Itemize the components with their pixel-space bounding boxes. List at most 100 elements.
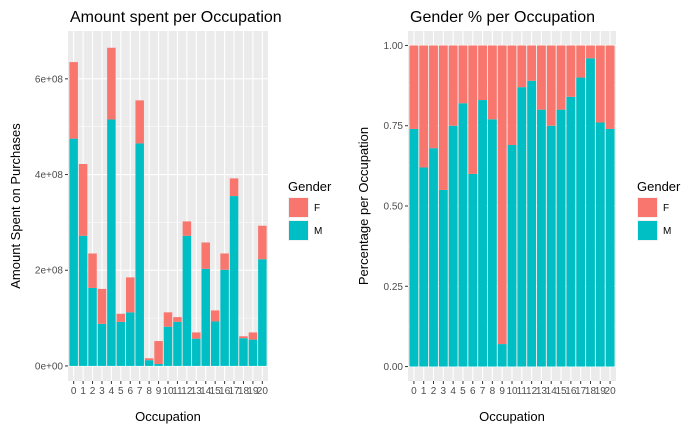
x-tick-label: 2 <box>431 386 437 397</box>
x-tick-label: 11 <box>517 386 528 397</box>
x-tick-label: 9 <box>156 386 162 397</box>
x-tick-label: 18 <box>238 386 250 397</box>
bar-f-occ-0 <box>409 45 419 129</box>
bar-m-occ-12 <box>182 235 192 366</box>
bar-f-occ-8 <box>144 358 154 361</box>
x-axis-title: Occupation <box>479 409 545 424</box>
x-tick-label: 4 <box>450 386 456 397</box>
bar-m-occ-19 <box>595 122 605 367</box>
bar-m-occ-15 <box>210 321 220 366</box>
bar-m-occ-15 <box>556 109 566 367</box>
bar-f-occ-6 <box>468 45 478 174</box>
bar-f-occ-11 <box>173 317 182 322</box>
bar-f-occ-12 <box>182 221 192 236</box>
bar-m-occ-7 <box>135 143 144 366</box>
chart-title: Amount spent per Occupation <box>70 9 282 26</box>
x-tick-label: 12 <box>526 386 538 397</box>
bar-m-occ-9 <box>497 344 507 367</box>
bar-f-occ-20 <box>258 225 267 260</box>
x-tick-label: 16 <box>565 386 577 397</box>
x-tick-label: 19 <box>247 386 259 397</box>
x-tick-label: 1 <box>421 386 427 397</box>
bar-m-occ-5 <box>116 321 126 366</box>
x-tick-label: 13 <box>191 386 203 397</box>
x-tick-label: 1 <box>80 386 86 397</box>
legend-label-m: M <box>314 226 322 237</box>
bar-f-occ-13 <box>537 45 546 110</box>
bar-m-occ-4 <box>448 125 458 367</box>
bar-m-occ-1 <box>78 235 88 366</box>
x-tick-label: 14 <box>546 386 558 397</box>
legend-swatch-f <box>289 198 308 217</box>
legend-label-f: F <box>663 203 669 214</box>
bar-m-occ-10 <box>507 144 517 367</box>
bar-f-occ-8 <box>487 45 497 120</box>
bar-f-occ-5 <box>458 45 468 104</box>
x-tick-label: 8 <box>146 386 152 397</box>
bar-m-occ-6 <box>468 173 478 367</box>
bar-m-occ-12 <box>527 80 537 367</box>
bar-f-occ-3 <box>438 45 448 190</box>
y-tick-label: 6e+08 <box>35 74 64 85</box>
bar-f-occ-16 <box>220 253 229 270</box>
x-tick-label: 17 <box>575 386 587 397</box>
bar-f-occ-4 <box>448 45 458 126</box>
bar-m-occ-17 <box>229 196 239 366</box>
x-tick-label: 10 <box>506 386 518 397</box>
x-tick-label: 15 <box>555 386 567 397</box>
y-tick-label: 0.50 <box>384 202 404 213</box>
bar-f-occ-6 <box>126 277 135 313</box>
bar-f-occ-13 <box>192 332 201 339</box>
bar-m-occ-19 <box>248 339 258 366</box>
bar-f-occ-18 <box>586 45 595 59</box>
bar-m-occ-6 <box>126 312 135 366</box>
x-tick-label: 2 <box>90 386 96 397</box>
bar-f-occ-14 <box>201 242 210 269</box>
legend-swatch-m <box>289 221 308 240</box>
y-tick-label: 0.75 <box>384 121 404 132</box>
legend-swatch-m <box>638 221 657 240</box>
bar-m-occ-14 <box>201 268 210 366</box>
bar-m-occ-20 <box>258 259 267 366</box>
x-tick-label: 0 <box>411 386 417 397</box>
x-tick-label: 5 <box>460 386 466 397</box>
bar-m-occ-0 <box>409 128 419 367</box>
bar-m-occ-16 <box>220 269 229 366</box>
x-axis-title: Occupation <box>135 409 201 424</box>
bar-f-occ-20 <box>605 45 615 129</box>
bar-f-occ-14 <box>546 45 556 126</box>
bar-m-occ-11 <box>517 87 527 367</box>
bar-m-occ-3 <box>438 189 448 367</box>
bar-f-occ-4 <box>107 47 116 120</box>
bar-f-occ-15 <box>210 310 220 322</box>
bar-m-occ-7 <box>478 100 487 367</box>
bar-m-occ-2 <box>429 148 438 367</box>
bar-f-occ-3 <box>97 288 107 324</box>
x-tick-label: 11 <box>172 386 183 397</box>
x-tick-label: 12 <box>181 386 193 397</box>
bar-f-occ-0 <box>69 62 78 139</box>
x-tick-label: 0 <box>71 386 77 397</box>
bar-f-occ-18 <box>239 336 248 339</box>
bar-m-occ-4 <box>107 119 116 366</box>
bar-m-occ-9 <box>154 364 163 366</box>
bar-f-occ-7 <box>135 100 144 144</box>
x-tick-label: 15 <box>210 386 222 397</box>
x-tick-label: 6 <box>470 386 476 397</box>
legend: Gender F M <box>637 179 681 241</box>
legend-title: Gender <box>637 179 681 194</box>
bar-f-occ-7 <box>478 45 487 101</box>
y-tick-label: 0.00 <box>384 362 404 373</box>
chart-panel-2: 0.000.250.500.751.000 1 2 3 4 5 6 7 8 9 10 11 121314… <box>356 9 681 424</box>
x-tick-label: 17 <box>228 386 240 397</box>
bar-f-occ-12 <box>527 45 537 81</box>
x-tick-label: 8 <box>490 386 496 397</box>
x-tick-label: 3 <box>441 386 447 397</box>
bar-f-occ-2 <box>429 45 438 149</box>
bar-m-occ-1 <box>419 167 429 367</box>
x-tick-label: 6 <box>127 386 133 397</box>
bar-m-occ-11 <box>173 321 182 366</box>
legend-title: Gender <box>288 179 332 194</box>
